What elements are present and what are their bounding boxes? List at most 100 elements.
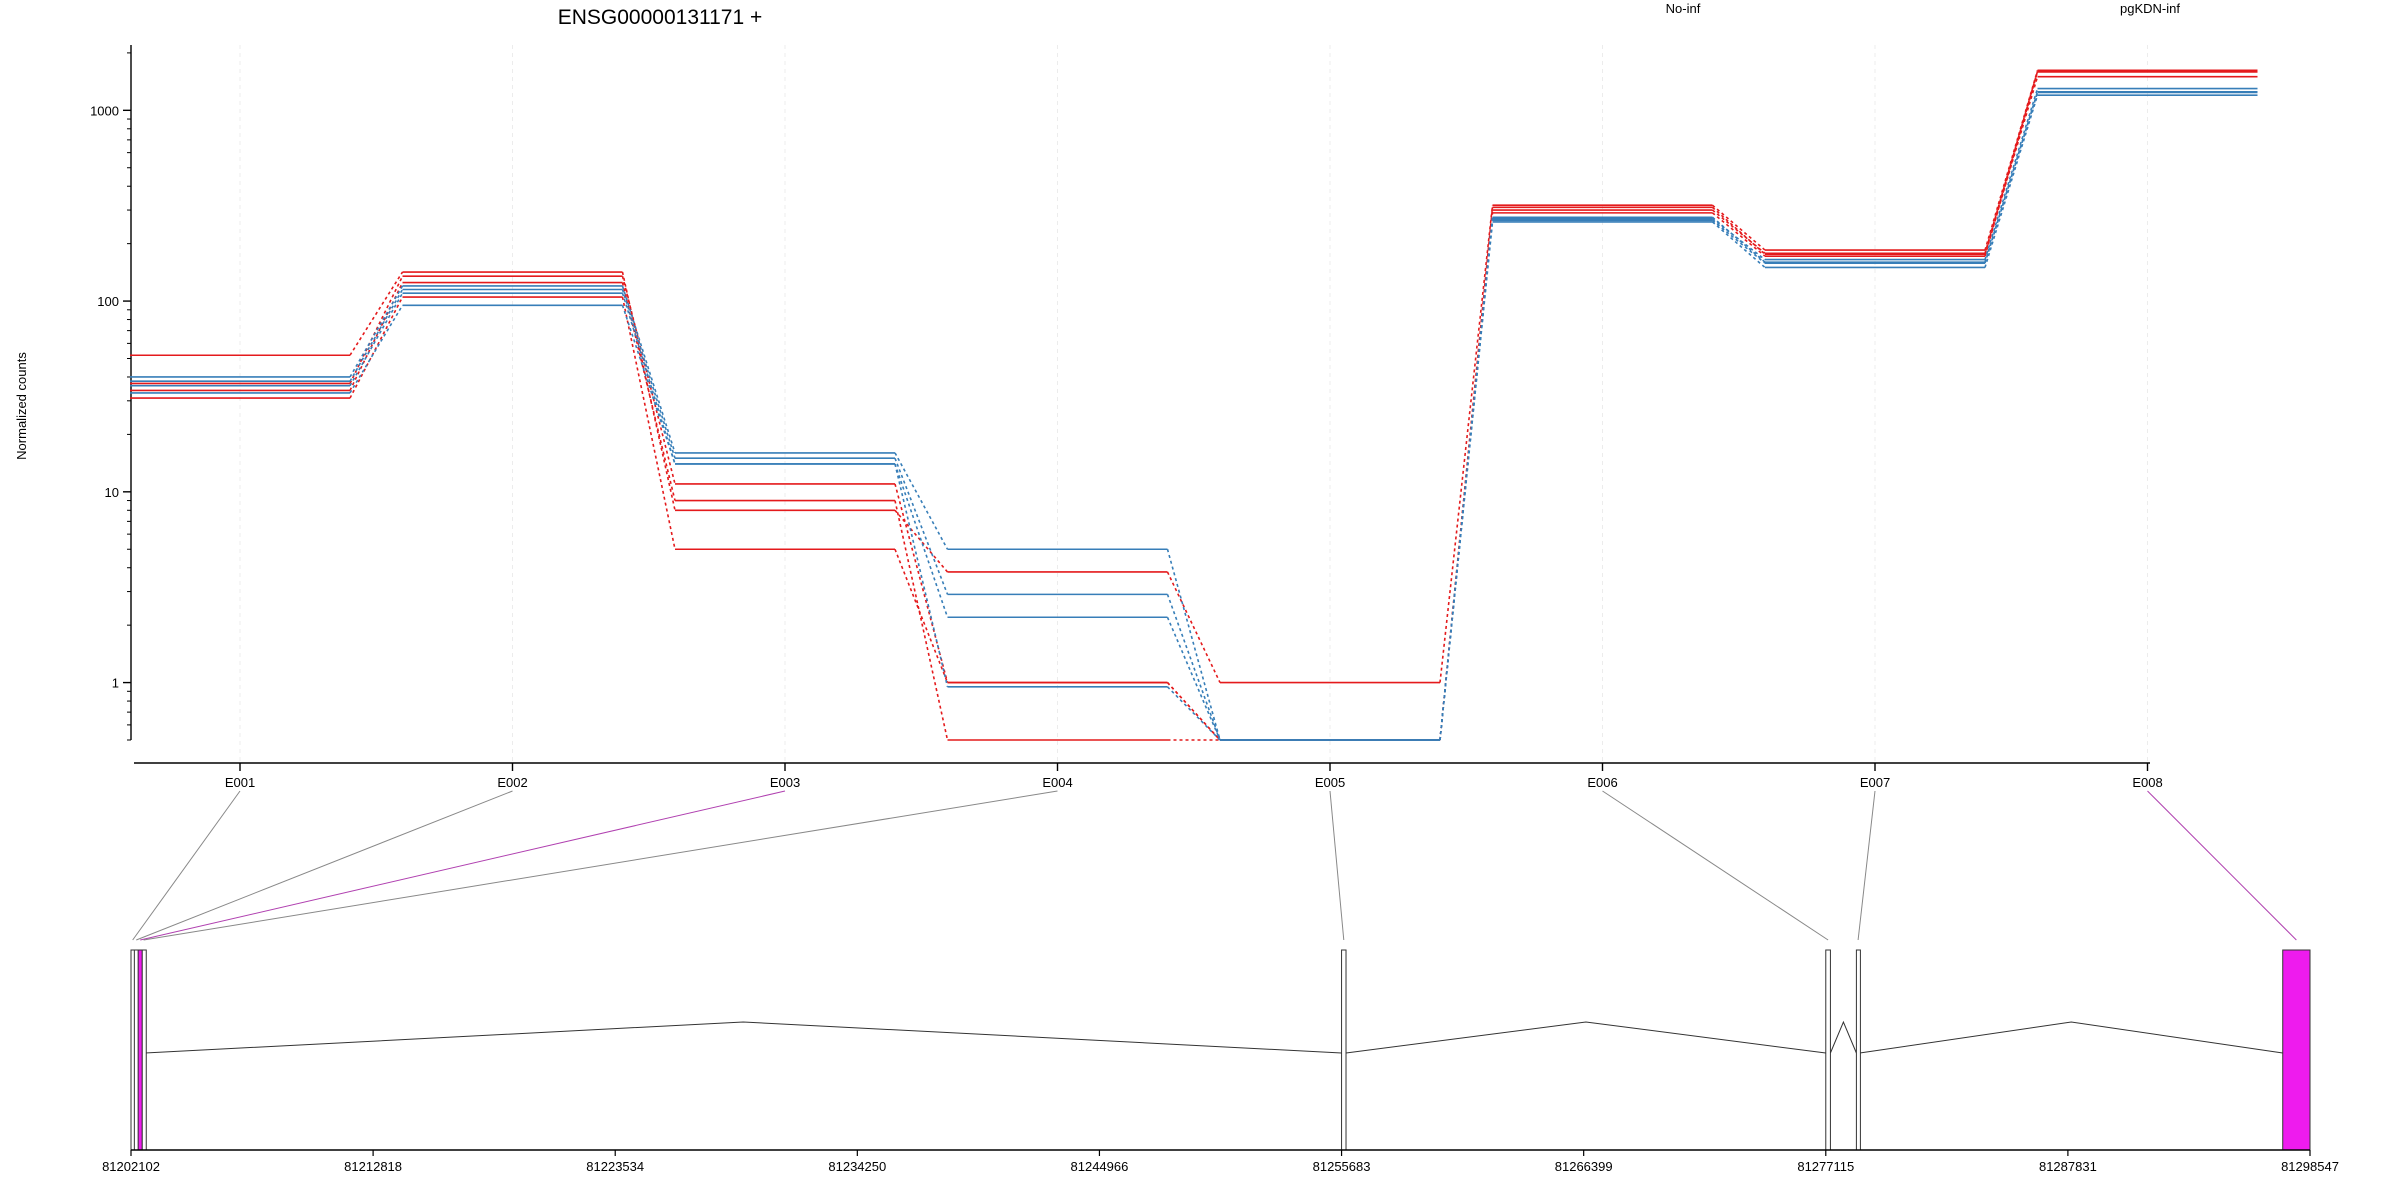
series-connector-no-inf-0-5 bbox=[1711, 204, 1766, 251]
series-connector-no-inf-3-5 bbox=[1711, 206, 1766, 255]
series-connector-no-inf-3-4 bbox=[1439, 207, 1494, 741]
series-connector-pgkdn-inf-4-2 bbox=[894, 452, 949, 550]
genomic-tick-label-6: 81266399 bbox=[1555, 1159, 1613, 1174]
series-connector-pgkdn-inf-4-5 bbox=[1712, 218, 1766, 261]
y-tick-label-100: 100 bbox=[97, 294, 119, 309]
series-layer bbox=[130, 69, 2258, 741]
series-connector-no-inf-0-2 bbox=[894, 509, 949, 573]
x-tick-label-e001: E001 bbox=[225, 775, 255, 790]
series-connector-pgkdn-inf-7-1 bbox=[621, 305, 676, 465]
genomic-tick-label-3: 81234250 bbox=[828, 1159, 886, 1174]
genomic-tick-label-9: 81298547 bbox=[2281, 1159, 2339, 1174]
x-tick-label-e008: E008 bbox=[2132, 775, 2162, 790]
exon-connector-e005 bbox=[1329, 790, 1345, 941]
intron-line-3 bbox=[1829, 1020, 1857, 1054]
x-tick-label-e003: E003 bbox=[770, 775, 800, 790]
genomic-tick-label-0: 81202102 bbox=[102, 1159, 160, 1174]
x-tick-label-e002: E002 bbox=[497, 775, 527, 790]
series-connector-pgkdn-inf-4-1 bbox=[621, 285, 676, 454]
series-connector-pgkdn-inf-7-0 bbox=[349, 304, 404, 394]
exon-connector-e001 bbox=[132, 790, 241, 941]
series-no-inf-3 bbox=[130, 75, 2258, 741]
series-connector-pgkdn-inf-7-2 bbox=[894, 463, 949, 688]
exon-connector-e003 bbox=[140, 790, 786, 941]
series-connector-no-inf-3-3 bbox=[1166, 682, 1221, 741]
y-ticks: 1 10 100 1000 bbox=[90, 52, 131, 741]
genomic-tick-label-4: 81244966 bbox=[1071, 1159, 1129, 1174]
series-connector-pgkdn-inf-6-0 bbox=[349, 292, 404, 387]
y-tick-label-10: 10 bbox=[105, 485, 119, 500]
series-connector-no-inf-0-0 bbox=[349, 271, 404, 356]
exon-connector-e006 bbox=[1602, 790, 1829, 941]
series-pgkdn-inf-4 bbox=[130, 87, 2258, 741]
y-axis-label: Normalized counts bbox=[14, 352, 29, 460]
exon-box-e007 bbox=[1855, 949, 1861, 1151]
genomic-tick-label-1: 81212818 bbox=[344, 1159, 402, 1174]
x-ticks: E001 E002 E003 E004 E005 E006 E007 E008 bbox=[225, 763, 2163, 790]
series-connector-pgkdn-inf-4-0 bbox=[349, 285, 404, 378]
series-no-inf-2 bbox=[130, 71, 2258, 741]
series-connector-no-inf-2-0 bbox=[349, 282, 404, 391]
series-connector-pgkdn-inf-5-2 bbox=[894, 457, 949, 595]
series-connector-pgkdn-inf-5-3 bbox=[1166, 594, 1221, 741]
series-connector-pgkdn-inf-6-2 bbox=[894, 463, 949, 618]
exon-connector-e007 bbox=[1857, 790, 1876, 941]
series-connector-pgkdn-inf-7-6 bbox=[1984, 94, 2039, 268]
x-tick-label-e007: E007 bbox=[1860, 775, 1890, 790]
y-tick-label-1000: 1000 bbox=[90, 103, 119, 118]
genomic-tick-label-8: 81287831 bbox=[2039, 1159, 2097, 1174]
series-connector-no-inf-0-6 bbox=[1984, 70, 2039, 251]
series-connector-pgkdn-inf-6-3 bbox=[1166, 616, 1221, 741]
series-connector-no-inf-1-0 bbox=[349, 275, 404, 384]
exon-connectors bbox=[132, 790, 2297, 941]
y-axis: 1 10 100 1000 bbox=[90, 45, 132, 741]
gene-model bbox=[130, 949, 2311, 1151]
series-connector-no-inf-3-6 bbox=[1984, 76, 2039, 255]
genomic-ticks: 81202102 81212818 81223534 81234250 81244966… bbox=[102, 1150, 2339, 1174]
series-connector-no-inf-0-3 bbox=[1166, 571, 1221, 683]
series-connector-pgkdn-inf-6-5 bbox=[1711, 219, 1766, 264]
legend-entry-no-inf: No-inf bbox=[1666, 1, 1701, 16]
series-connector-pgkdn-inf-7-4 bbox=[1439, 221, 1494, 741]
x-tick-label-e006: E006 bbox=[1587, 775, 1617, 790]
genomic-tick-label-7: 81277115 bbox=[1797, 1159, 1854, 1174]
exon-box-e004 bbox=[141, 949, 147, 1151]
series-connector-no-inf-1-5 bbox=[1711, 209, 1766, 254]
series-connector-no-inf-3-0 bbox=[349, 296, 404, 399]
series-connector-no-inf-2-5 bbox=[1711, 212, 1766, 257]
series-connector-pgkdn-inf-4-6 bbox=[1984, 88, 2039, 260]
exon-box-e006 bbox=[1825, 949, 1831, 1151]
chart-title: ENSG00000131171 + bbox=[558, 6, 763, 29]
x-tick-label-e005: E005 bbox=[1315, 775, 1345, 790]
series-pgkdn-inf-7 bbox=[130, 94, 2258, 741]
gridlines bbox=[239, 45, 2148, 763]
legend-entry-pgkdn-inf: pgKDN-inf bbox=[2120, 1, 2180, 16]
series-connector-pgkdn-inf-7-3 bbox=[1166, 686, 1221, 741]
series-connector-no-inf-1-2 bbox=[894, 483, 949, 683]
y-tick-label-1: 1 bbox=[112, 676, 119, 691]
intron-line-4 bbox=[1859, 1021, 2283, 1054]
exon-box-e008 bbox=[2282, 949, 2311, 1151]
series-connector-pgkdn-inf-5-1 bbox=[621, 289, 676, 459]
genomic-tick-label-5: 81255683 bbox=[1313, 1159, 1371, 1174]
intron-line-1 bbox=[144, 1021, 1342, 1054]
genomic-tick-label-2: 81223534 bbox=[586, 1159, 644, 1174]
series-connector-no-inf-3-2 bbox=[894, 548, 949, 683]
series-no-inf-1 bbox=[130, 70, 2258, 741]
series-no-inf-0 bbox=[130, 69, 2258, 684]
x-axis: E001 E002 E003 E004 E005 E006 E007 E008 bbox=[134, 762, 2163, 790]
series-connector-no-inf-3-1 bbox=[621, 296, 676, 550]
exon-box-e003 bbox=[137, 949, 143, 1151]
exon-connector-e008 bbox=[2147, 790, 2297, 941]
series-connector-no-inf-0-1 bbox=[621, 271, 676, 511]
exon-connector-e004 bbox=[143, 790, 1058, 941]
intron-line-2 bbox=[1345, 1021, 1826, 1054]
series-connector-pgkdn-inf-4-3 bbox=[1166, 549, 1221, 741]
exon-box-e005 bbox=[1341, 949, 1347, 1151]
genomic-axis: 81202102 81212818 81223534 81234250 81244966… bbox=[102, 1149, 2339, 1174]
series-connector-no-inf-2-2 bbox=[894, 500, 949, 741]
x-tick-label-e004: E004 bbox=[1042, 775, 1072, 790]
series-connector-pgkdn-inf-7-5 bbox=[1711, 221, 1766, 269]
exon-connector-e002 bbox=[136, 790, 513, 941]
